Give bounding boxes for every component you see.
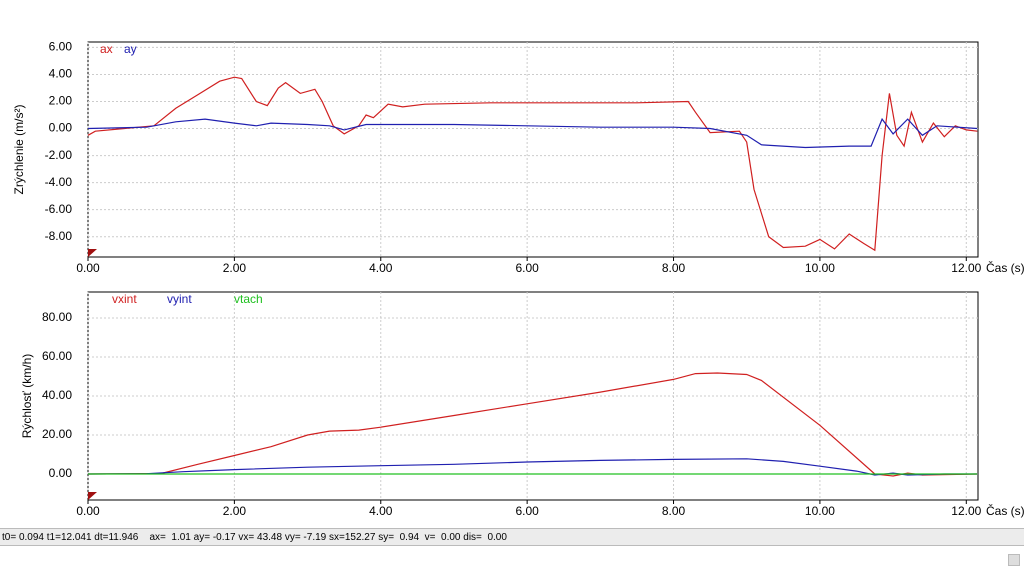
legend-entry: vyint [167,292,192,306]
x-tick-label: 8.00 [662,504,686,518]
marker [88,249,97,257]
x-axis-label: Čas (s) [986,503,1024,518]
charts: 6.00 4.00 2.00 0.00 -2.00 -4.00 -6.00 -8.00 0.00… [12,40,1024,519]
data-line [87,117,978,149]
x-tick-label: 8.00 [662,261,686,275]
y-tick-label: -6.00 [45,202,73,216]
x-tick-label: 2.00 [223,261,247,275]
status-bar: t0= 0.094 t1=12.041 dt=11.946 ax= 1.01 a… [0,528,1024,546]
y-tick-label: 2.00 [49,94,73,108]
data-line [87,76,978,252]
x-tick-label: 0.00 [76,504,100,518]
y-tick-label: -8.00 [45,229,73,243]
y-axis-label: Zrýchlenie (m/s²) [12,104,26,194]
x-tick-label: 4.00 [369,504,393,518]
y-tick-label: 60.00 [42,349,72,363]
resize-grip[interactable] [1008,554,1020,566]
y-tick-label: -2.00 [45,148,73,162]
x-tick-label: 12.00 [951,261,981,275]
data-line [87,458,978,476]
legend-entry: ax [100,42,113,56]
y-tick-label: 4.00 [49,67,73,81]
x-tick-label: 4.00 [369,261,393,275]
x-tick-label: 2.00 [223,504,247,518]
y-tick-label: 40.00 [42,388,72,402]
x-tick-label: 10.00 [805,261,835,275]
y-tick-label: 80.00 [42,310,72,324]
x-tick-label: 6.00 [515,504,539,518]
y-tick-label: 0.00 [49,121,73,135]
y-tick-label: 6.00 [49,40,73,54]
x-tick-label: 0.00 [76,261,100,275]
y-axis-label: Rýchlosť (km/h) [20,354,34,439]
x-tick-label: 12.00 [951,504,981,518]
x-tick-label: 6.00 [515,261,539,275]
y-tick-label: 0.00 [49,466,73,480]
y-tick-label: -4.00 [45,175,73,189]
marker [88,492,97,500]
legend-entry: vxint [112,292,137,306]
x-tick-label: 10.00 [805,504,835,518]
legend-entry: ay [124,42,137,56]
legend-entry: vtach [234,292,263,306]
y-tick-label: 20.00 [42,427,72,441]
x-axis-label: Čas (s) [986,260,1024,275]
